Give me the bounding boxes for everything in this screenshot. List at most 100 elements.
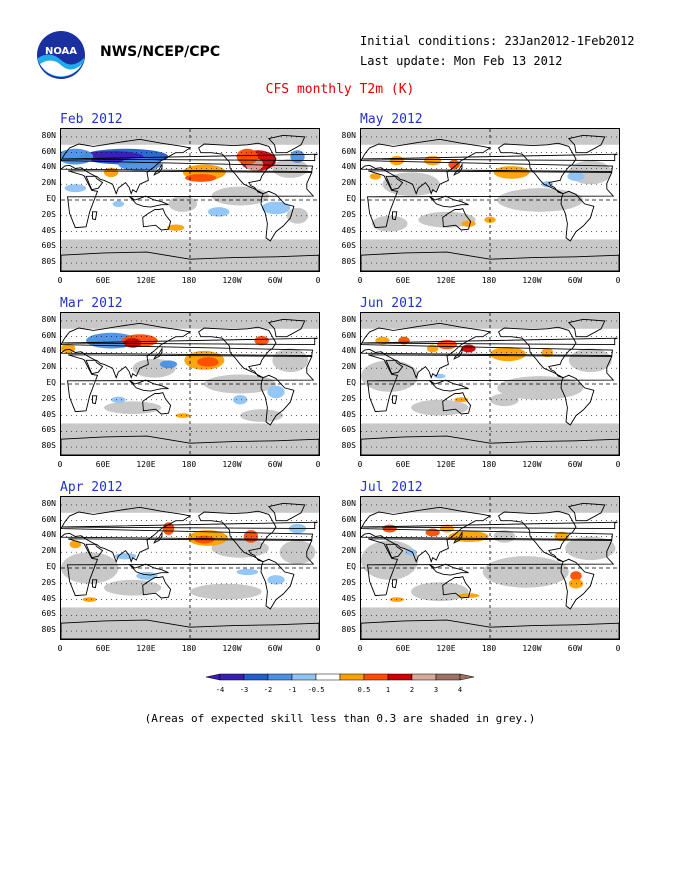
coastline (198, 142, 277, 195)
anomaly-region (570, 571, 582, 581)
coastline (92, 395, 98, 405)
latitude-label: EQ (46, 378, 56, 387)
coastline (92, 579, 98, 589)
latitude-label: 20N (41, 546, 56, 556)
latitude-label: 60N (41, 330, 56, 340)
latitude-label: EQ (46, 194, 56, 203)
colorbar-swatch (267, 673, 293, 681)
skill-mask (411, 399, 469, 416)
coastline (366, 170, 615, 229)
coastline (92, 211, 98, 221)
anomaly-region (267, 385, 285, 399)
colorbar (205, 673, 475, 681)
longitude-label: 120W (522, 644, 542, 653)
longitude-label: 60W (267, 644, 283, 653)
latitude-label: 80N (41, 498, 56, 508)
colorbar-swatch (435, 673, 461, 681)
longitude-label: 180 (181, 644, 197, 653)
anomaly-region (159, 360, 178, 369)
longitude-label: 0 (57, 644, 63, 653)
anomaly-region (236, 568, 259, 576)
coastline (362, 337, 618, 346)
panel-title: Jul 2012 (360, 480, 423, 495)
coastline (442, 208, 472, 231)
latitude-label: 40S (41, 593, 56, 603)
latitude-label: 60N (41, 514, 56, 524)
colorbar-label: -0.5 (307, 686, 325, 694)
coastline (128, 563, 169, 576)
coastline (198, 510, 277, 563)
longitude-label: 120E (136, 276, 156, 285)
noaa-logo-text: NOAA (45, 46, 77, 57)
longitude-label: 120W (522, 276, 542, 285)
skill-mask (286, 207, 309, 224)
coastline (153, 346, 163, 360)
latitude-label: 80S (341, 441, 356, 451)
coastline (85, 359, 104, 375)
longitude-label: 60W (567, 644, 583, 653)
latitude-label: 20S (41, 209, 56, 219)
skill-footnote: (Areas of expected skill less than 0.3 a… (144, 712, 536, 725)
colorbar-low-arrow (205, 673, 221, 681)
coastline (198, 326, 277, 379)
latitude-label: 60S (41, 609, 56, 619)
longitude-label: 180 (481, 276, 497, 285)
anomaly-region (254, 335, 269, 346)
latitude-label: 20N (341, 178, 356, 188)
anomaly-region (184, 173, 217, 182)
longitude-label: 0 (615, 644, 621, 653)
latitude-label: EQ (46, 562, 56, 571)
anomaly-region (389, 155, 404, 166)
longitude-label: 0 (57, 460, 63, 469)
anomaly-region (167, 224, 185, 231)
coastline (153, 530, 163, 544)
longitude-label: 60W (267, 460, 283, 469)
anomaly-region (568, 579, 584, 589)
coastline (61, 619, 319, 639)
colorbar-swatch (243, 673, 269, 681)
coastline (62, 521, 318, 530)
organization-label: NWS/NCEP/CPC (100, 44, 221, 60)
latitude-label: 40S (41, 225, 56, 235)
longitude-label: 120E (136, 644, 156, 653)
latitude-label: 80N (41, 130, 56, 140)
latitude-label: 40S (41, 409, 56, 419)
coastline (267, 502, 306, 522)
skill-mask (272, 348, 309, 373)
longitude-label: 0 (57, 276, 63, 285)
anomaly-map (60, 128, 320, 272)
latitude-label: 60S (41, 425, 56, 435)
latitude-label: 20N (41, 178, 56, 188)
panel-title: Jun 2012 (360, 296, 423, 311)
colorbar-label: 4 (457, 686, 463, 694)
latitude-label: 20N (341, 546, 356, 556)
coastline (453, 530, 463, 544)
longitude-label: 60E (95, 276, 111, 285)
coastline (567, 134, 606, 154)
colorbar-label: 3 (433, 686, 439, 694)
longitude-label: 180 (181, 276, 197, 285)
coastline (567, 502, 606, 522)
anomaly-region (233, 395, 248, 405)
skill-mask (204, 374, 276, 394)
longitude-label: 60E (395, 644, 411, 653)
skill-mask (361, 360, 419, 392)
longitude-label: 120W (222, 276, 242, 285)
latitude-label: 60S (341, 241, 356, 251)
coastline (366, 538, 615, 597)
coastline (361, 619, 619, 639)
coastline (62, 337, 318, 346)
longitude-label: 120W (222, 460, 242, 469)
latitude-label: 80S (41, 257, 56, 267)
anomaly-region (448, 159, 460, 170)
coastline (61, 506, 314, 564)
latitude-label: 20S (341, 393, 356, 403)
longitude-label: 0 (357, 460, 363, 469)
latitude-label: 60N (341, 146, 356, 156)
coastline (61, 435, 319, 455)
anomaly-region (243, 530, 259, 543)
longitude-label: 120E (436, 460, 456, 469)
coastline (428, 195, 469, 208)
panel-title: Apr 2012 (60, 480, 123, 495)
longitude-label: 0 (357, 276, 363, 285)
